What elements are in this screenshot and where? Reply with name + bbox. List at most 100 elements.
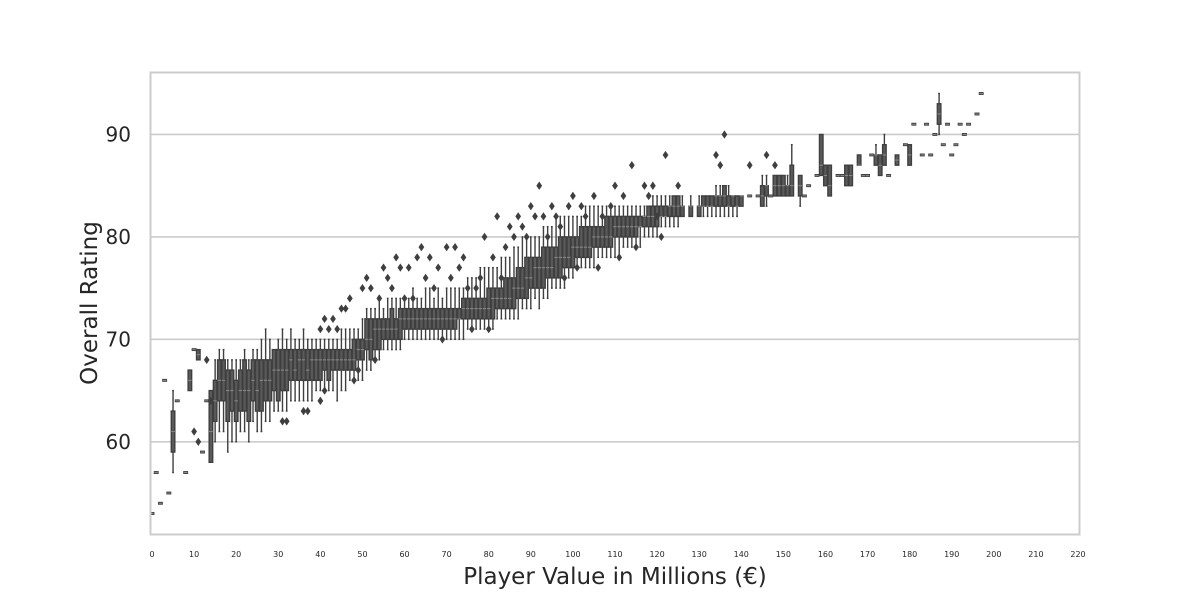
box-group [313,338,319,392]
outlier-point [363,273,370,283]
box-body [292,348,298,382]
box-group [587,205,593,269]
x-tick-label: 100 [565,550,580,559]
box-group [153,471,159,474]
box-group [806,184,812,188]
outlier-point [334,324,341,334]
box-body [225,369,231,423]
outlier-point [435,263,442,272]
x-tick-label: 0 [149,550,154,559]
box-group [789,144,795,197]
box-body [275,348,281,402]
box-group [536,181,543,310]
y-tick-label: 90 [106,122,131,146]
outlier-point [519,222,526,231]
box-group [763,150,770,207]
box-group [620,191,627,248]
outlier-point [389,283,395,293]
x-axis-label: Player Value in Millions (€) [463,564,767,590]
box-body [490,287,496,320]
box-group [174,399,180,403]
box-group [527,202,534,310]
box-body [637,215,643,228]
outlier-point [607,202,614,211]
box-group [225,359,231,453]
box-body [566,236,572,269]
box-body [486,287,492,320]
box-body [301,348,306,382]
box-group [540,212,547,300]
box-group [221,348,227,433]
outlier-point [591,191,597,201]
box-group [637,205,643,248]
box-body [507,277,513,310]
box-body [519,266,525,300]
x-tick-label: 40 [315,550,325,559]
box-group [776,174,782,197]
outlier-point [485,324,492,334]
box-group [827,164,833,197]
outlier-point [321,314,328,324]
box-body [785,184,791,197]
outlier-point [367,283,374,293]
box-group [822,164,828,187]
box-group [183,471,189,474]
box-group [212,359,218,443]
box-group [170,389,176,474]
box-group [426,253,433,341]
box-group [443,243,450,341]
box-group [641,181,648,238]
outlier-point [191,427,197,436]
box-group [553,212,559,289]
outlier-point [515,212,522,221]
x-tick-label: 20 [231,550,241,559]
box-body [764,184,769,197]
box-group [966,122,972,126]
box-group [713,150,719,218]
box-group [254,348,260,433]
x-tick-label: 160 [818,550,833,559]
box-group [814,173,820,177]
box-group [873,144,879,166]
outlier-point [494,212,501,221]
box-group [191,348,197,436]
box-group [296,338,302,402]
box-group [275,338,281,412]
box-body [730,195,736,207]
outlier-point [317,396,324,405]
box-body [553,246,559,279]
box-group [730,195,736,218]
outlier-point [342,304,349,313]
box-group [768,194,774,198]
box-group [839,173,845,177]
box-group [961,133,967,136]
box-group [869,153,875,157]
outlier-point [431,283,437,293]
box-group [237,359,243,433]
box-group [772,161,778,197]
outlier-point [612,181,618,190]
box-body [208,389,214,463]
outlier-point [628,161,635,170]
box-body [503,277,509,310]
box-group [940,143,946,147]
box-body [700,195,706,207]
box-group [835,173,841,177]
x-tick-label: 30 [273,550,283,559]
outlier-point [633,243,639,252]
box-group [511,232,517,320]
outlier-point [502,243,509,252]
x-tick-label: 60 [399,550,409,559]
box-group [911,122,917,126]
box-body [562,236,567,269]
box-group [338,304,345,392]
box-group [334,324,341,402]
box-group [229,359,235,443]
y-tick-labels: 60 70 80 90 [106,122,131,453]
box-group [928,153,934,157]
box-group [785,174,791,197]
box-group [271,348,277,412]
outlier-point [658,232,665,242]
box-group [709,195,715,218]
box-group [700,195,706,218]
